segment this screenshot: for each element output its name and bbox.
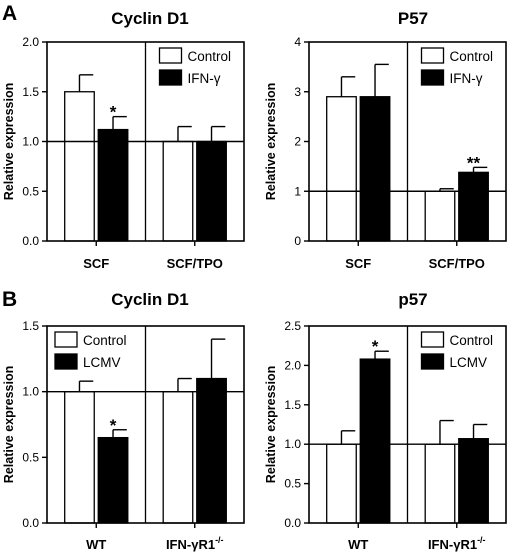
bar — [424, 190, 456, 242]
y-tick-label: 0.0 — [22, 516, 39, 530]
legend-label: Control — [450, 333, 494, 348]
y-tick-label: 0.0 — [22, 234, 39, 248]
y-tick-label: 0.0 — [284, 516, 301, 530]
bar — [162, 391, 194, 524]
significance-marker: * — [110, 103, 117, 122]
category-name: IFN-γR1 — [166, 537, 215, 552]
significance-marker: * — [110, 416, 117, 435]
y-tick-label: 1.0 — [284, 437, 301, 451]
bar — [97, 436, 129, 524]
bar — [64, 391, 95, 524]
legend-swatch — [54, 331, 78, 348]
legend-label: LCMV — [450, 355, 488, 370]
bar — [97, 128, 129, 242]
x-tick-label: SCF/TPO — [167, 256, 223, 271]
x-tick-label: SCF — [83, 256, 109, 271]
plot-frame — [46, 41, 245, 242]
bar — [326, 443, 357, 524]
y-tick-label: 0.5 — [22, 184, 39, 198]
bar — [326, 96, 357, 242]
x-tick-label: WT — [348, 537, 368, 552]
legend-label: Control — [450, 49, 494, 64]
panel-letter-b: B — [2, 288, 17, 311]
panel-letter-a: A — [2, 2, 17, 25]
x-tick-label: IFN-γR1-/- — [428, 535, 486, 552]
significance-marker: ** — [467, 153, 481, 172]
chart-title: Cyclin D1 — [111, 290, 188, 309]
y-axis-label: Relative expression — [2, 83, 16, 200]
y-tick-label: 2.0 — [284, 358, 301, 372]
x-tick-label: WT — [86, 537, 106, 552]
y-tick-label: 2.5 — [284, 319, 301, 333]
significance-marker: * — [372, 337, 379, 356]
legend-swatch — [420, 47, 445, 64]
bar — [196, 377, 227, 524]
legend-swatch — [420, 331, 445, 348]
category-name: SCF — [83, 256, 109, 271]
category-superscript: -/- — [477, 535, 486, 545]
y-tick-label: 2.0 — [22, 35, 39, 49]
legend-label: IFN-γ — [188, 71, 221, 86]
bar — [64, 91, 95, 242]
y-axis-label: Relative expression — [2, 366, 16, 483]
x-tick-label: IFN-γR1-/- — [166, 535, 224, 552]
y-tick-label: 1.5 — [22, 85, 39, 99]
bar — [359, 96, 391, 242]
chart-p57-scf: P57 Relative expression 0 1 2 3 4 SCF SCF/TPO ** C… — [264, 9, 507, 271]
y-tick-label: 2 — [294, 135, 301, 149]
y-tick-label: 0 — [294, 234, 301, 248]
legend-label: Control — [188, 49, 232, 64]
plot-frame — [308, 41, 507, 242]
chart-cyclin-d1-scf: Cyclin D1 Relative expression 0.0 0.5 1.0 1.5… — [2, 9, 245, 271]
y-tick-label: 1.0 — [22, 385, 39, 399]
plot-frame — [308, 325, 507, 524]
category-name: WT — [86, 537, 106, 552]
chart-cyclin-d1-lcmv: Cyclin D1 Relative expression 0.0 0.5 1.0 1.5… — [2, 290, 245, 552]
x-tick-label: SCF/TPO — [429, 256, 485, 271]
chart-title: Cyclin D1 — [111, 9, 188, 28]
legend-swatch — [158, 47, 183, 64]
y-tick-label: 3 — [294, 85, 301, 99]
y-tick-label: 1 — [294, 184, 301, 198]
category-name: SCF — [345, 256, 371, 271]
bar — [359, 358, 391, 524]
category-name: SCF/TPO — [167, 256, 223, 271]
category-name: SCF/TPO — [429, 256, 485, 271]
category-superscript: -/- — [215, 535, 224, 545]
bar — [196, 140, 227, 242]
y-axis-label: Relative expression — [264, 83, 278, 200]
bar — [458, 171, 489, 242]
legend-swatch — [54, 353, 78, 370]
legend-swatch — [420, 353, 445, 370]
category-name: IFN-γR1 — [428, 537, 477, 552]
bar — [162, 140, 194, 242]
y-tick-label: 0.5 — [22, 450, 39, 464]
legend-label: Control — [83, 333, 127, 348]
chart-title: p57 — [398, 290, 427, 309]
legend-swatch — [420, 69, 445, 86]
chart-p57-lcmv: p57 Relative expression 0.0 0.5 1.0 1.5 2.0 2.5… — [264, 290, 507, 552]
y-tick-label: 1.5 — [284, 398, 301, 412]
legend-label: LCMV — [83, 355, 121, 370]
y-tick-label: 1.0 — [22, 135, 39, 149]
bar — [458, 438, 489, 524]
y-tick-label: 4 — [294, 35, 301, 49]
plot-frame — [46, 325, 245, 524]
category-name: WT — [348, 537, 368, 552]
legend-swatch — [158, 69, 183, 86]
bar — [424, 443, 456, 524]
y-tick-label: 0.5 — [284, 477, 301, 491]
x-tick-label: SCF — [345, 256, 371, 271]
legend-label: IFN-γ — [450, 71, 483, 86]
chart-title: P57 — [398, 9, 428, 28]
y-axis-label: Relative expression — [264, 366, 278, 483]
y-tick-label: 1.5 — [22, 319, 39, 333]
